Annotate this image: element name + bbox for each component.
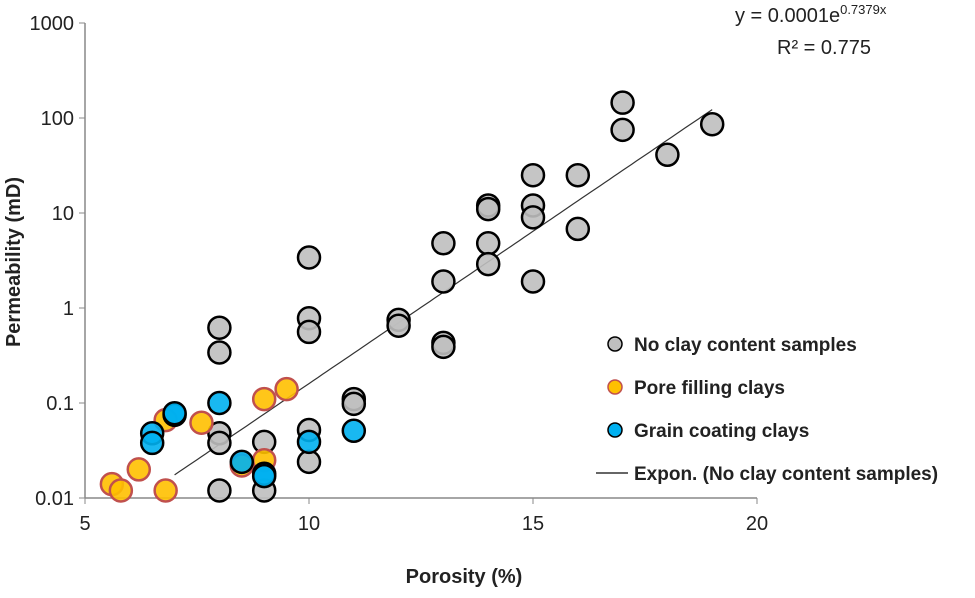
- data-point: [153, 478, 178, 503]
- x-tick-label: 10: [298, 513, 320, 535]
- legend-label: No clay content samples: [634, 335, 857, 356]
- equation-base: y = 0.0001e: [735, 5, 840, 27]
- y-tick-label: 10: [52, 203, 74, 225]
- x-tick-label: 15: [522, 513, 544, 535]
- data-point: [475, 231, 501, 256]
- data-point: [431, 334, 456, 360]
- data-point: [565, 216, 591, 242]
- data-point: [139, 430, 165, 456]
- legend-label: Expon. (No clay content samples): [634, 464, 938, 485]
- data-point: [207, 430, 232, 456]
- data-point: [126, 457, 152, 482]
- data-point: [699, 111, 725, 137]
- data-point: [108, 478, 134, 503]
- data-point: [251, 463, 277, 489]
- data-point: [610, 117, 635, 143]
- legend-marker: [607, 379, 623, 395]
- trend-equation: y = 0.0001e0.7379x R² = 0.775: [735, 2, 887, 59]
- x-tick-label: 5: [79, 513, 90, 535]
- data-point: [274, 376, 299, 402]
- legend-marker: [607, 336, 623, 352]
- data-point: [655, 142, 680, 168]
- data-point: [296, 429, 322, 455]
- x-tick-label: 20: [746, 513, 768, 535]
- data-point: [431, 231, 456, 256]
- svg-text:y = 0.0001e0.7379x: y = 0.0001e0.7379x: [735, 2, 887, 27]
- points-layer: [99, 90, 725, 503]
- data-point: [431, 269, 456, 294]
- data-point: [341, 391, 367, 417]
- y-tick-label: 0.1: [46, 393, 74, 415]
- data-point: [207, 478, 232, 503]
- data-point: [296, 449, 322, 475]
- legend-label: Pore filling clays: [634, 378, 785, 399]
- y-tick-label: 0.01: [35, 488, 74, 510]
- data-point: [520, 162, 546, 188]
- r-squared: R² = 0.775: [777, 37, 871, 59]
- data-point: [207, 315, 232, 340]
- data-point: [520, 205, 546, 230]
- data-point: [189, 410, 214, 435]
- data-point: [565, 162, 591, 188]
- data-point: [475, 196, 501, 222]
- data-point: [229, 449, 255, 475]
- data-point: [207, 390, 232, 416]
- legend-label: Grain coating clays: [634, 421, 809, 442]
- data-point: [162, 401, 187, 426]
- x-axis-label: Porosity (%): [406, 566, 523, 588]
- data-point: [296, 245, 322, 270]
- data-point: [475, 251, 501, 277]
- y-axis-label: Permeability (mD): [3, 177, 25, 347]
- data-point: [341, 418, 367, 444]
- legend: No clay content samples Pore filling clay…: [596, 335, 938, 485]
- data-point: [251, 386, 277, 412]
- y-tick-label: 1000: [30, 13, 75, 35]
- legend-marker: [607, 422, 623, 438]
- y-tick-label: 100: [41, 108, 74, 130]
- data-point: [207, 340, 232, 365]
- data-point: [520, 269, 546, 294]
- equation-exponent: 0.7379x: [840, 2, 887, 17]
- data-point: [296, 319, 322, 345]
- data-point: [610, 90, 635, 115]
- data-point: [386, 313, 411, 339]
- axes: 5 10 15 20 0.01 0.1 1 10 100 1000: [30, 13, 769, 535]
- y-tick-label: 1: [63, 298, 74, 320]
